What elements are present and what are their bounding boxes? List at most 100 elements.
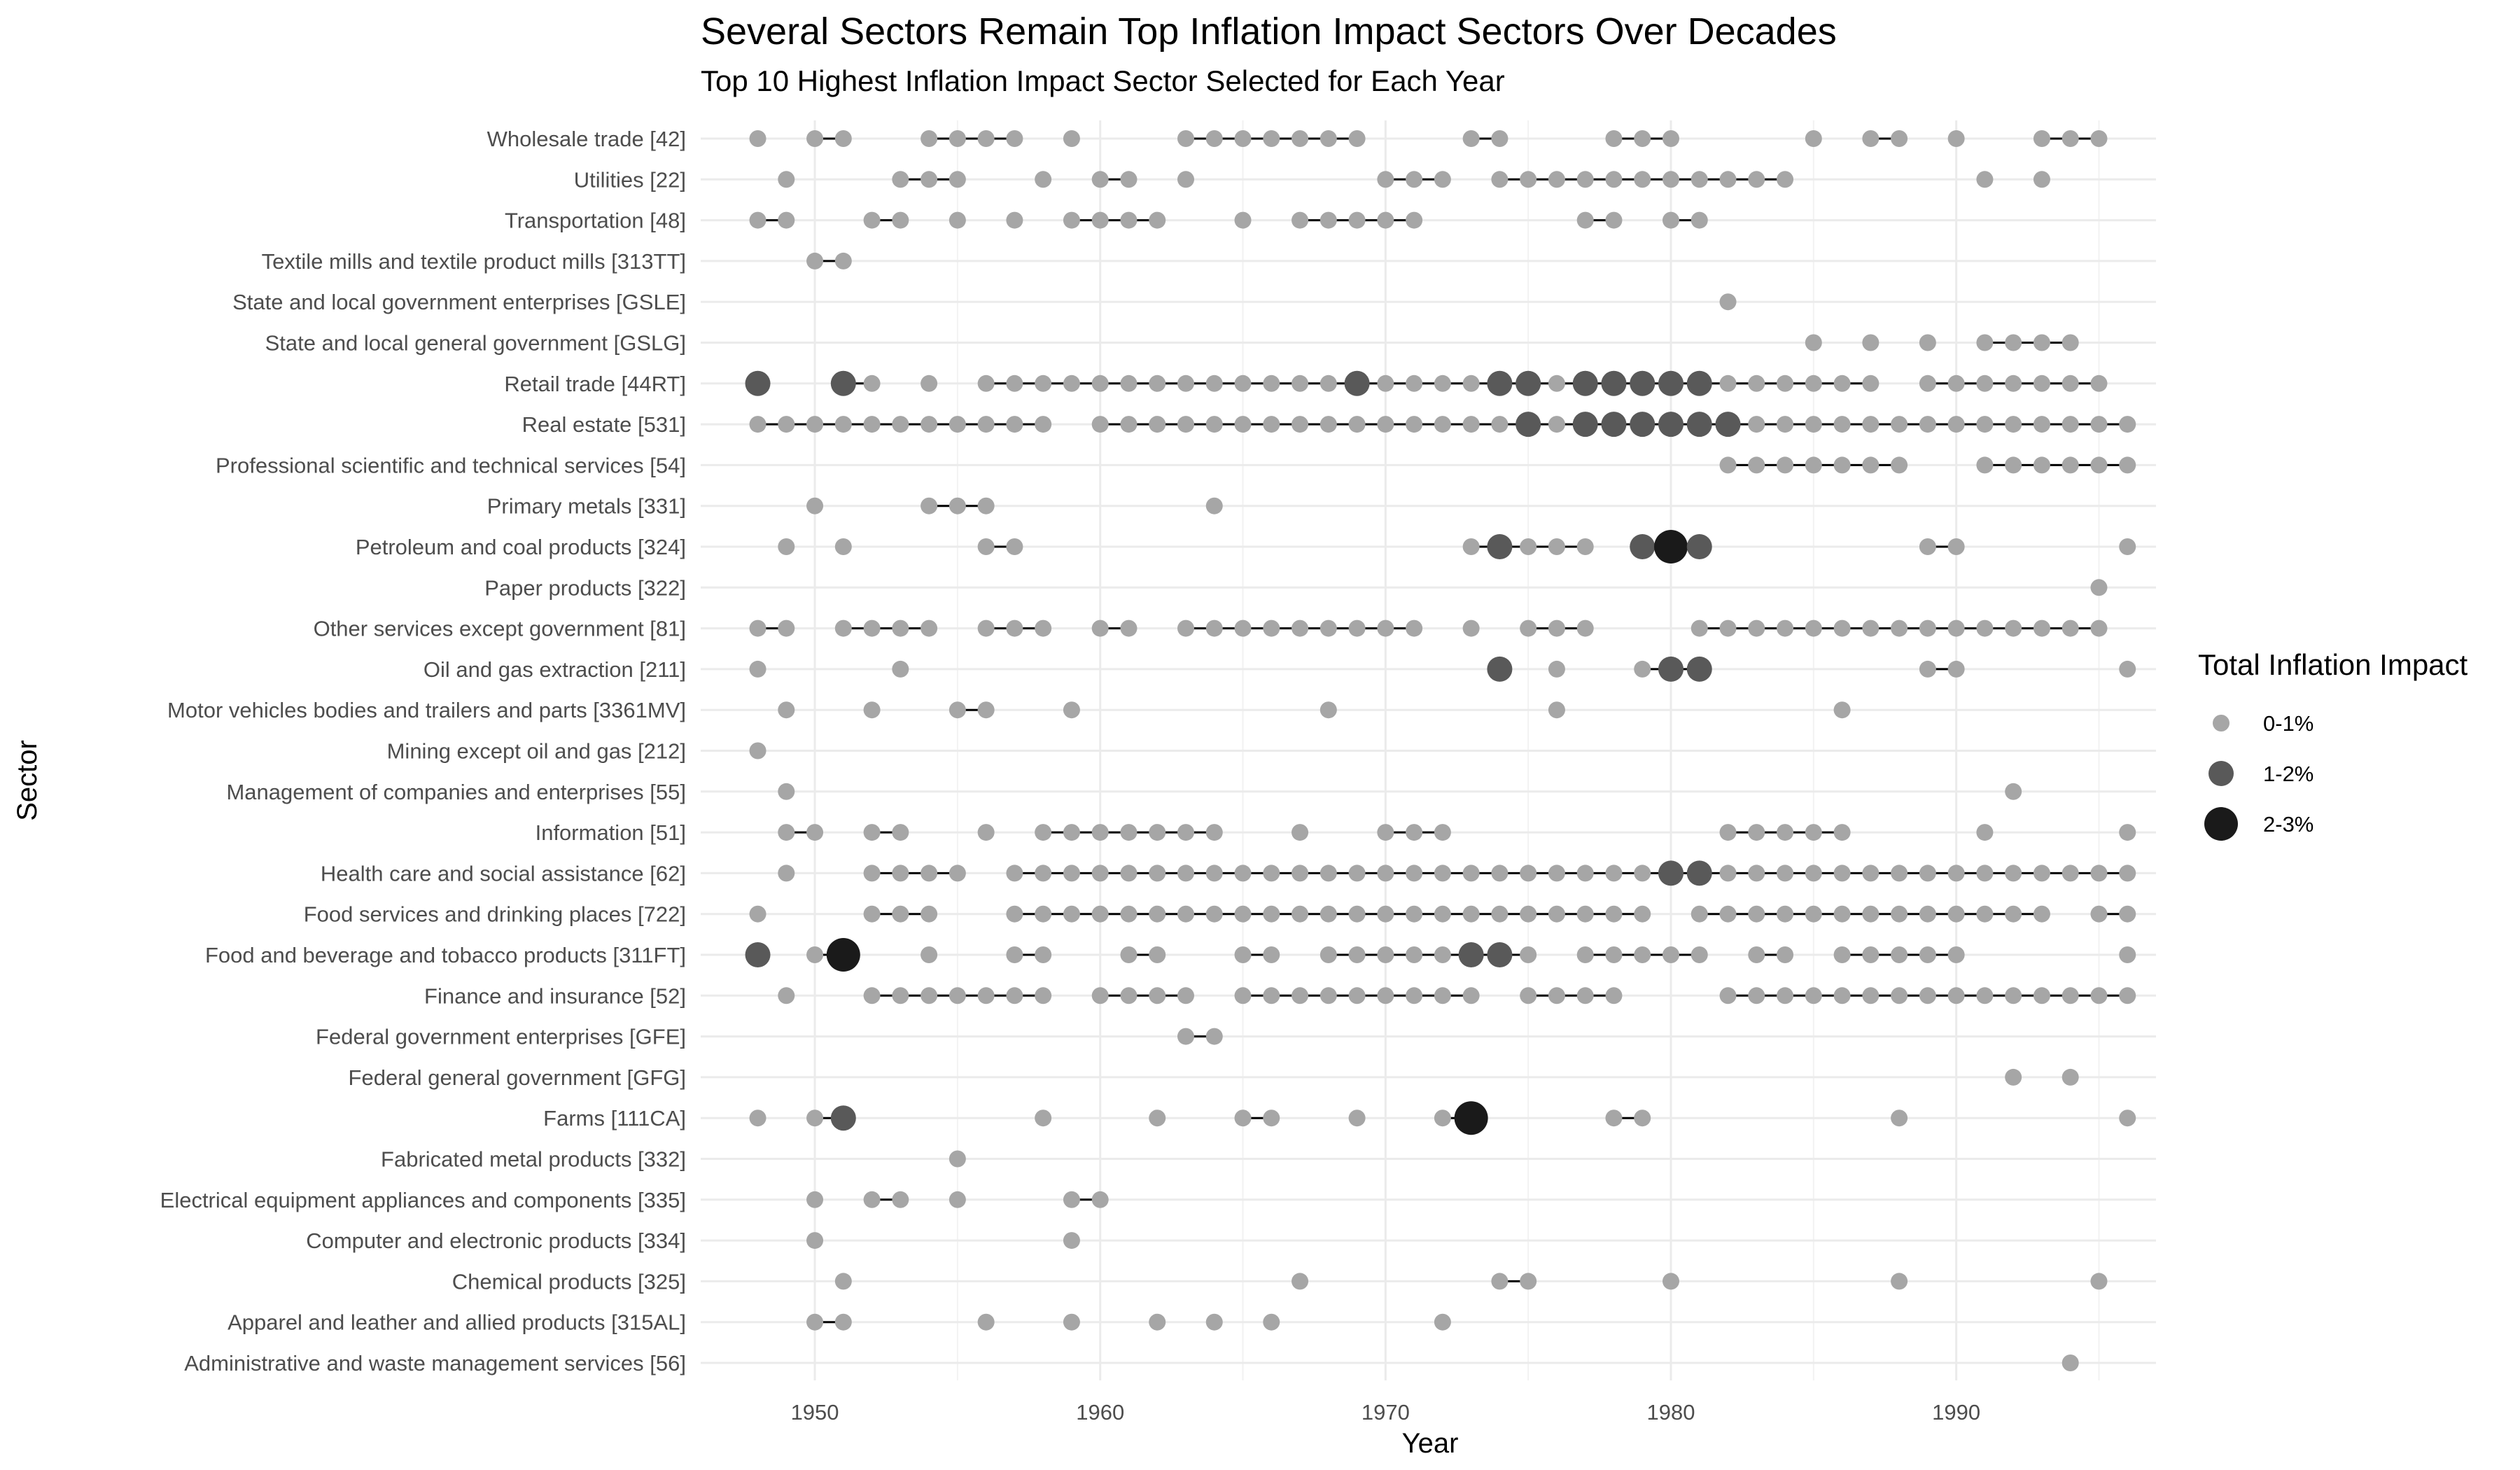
data-point	[1576, 538, 1594, 555]
data-point	[2033, 456, 2050, 474]
data-point	[1120, 946, 1138, 963]
data-point	[1263, 416, 1280, 433]
data-point	[1919, 538, 1936, 555]
data-point	[1091, 824, 1109, 841]
data-point	[1634, 946, 1651, 963]
data-point	[1748, 824, 1765, 841]
data-point	[1434, 905, 1451, 923]
data-point	[1377, 171, 1394, 188]
data-point	[1406, 905, 1423, 923]
legend: Total Inflation Impact 0-1% 1-2% 2-3%	[2198, 648, 2468, 841]
data-point	[1862, 987, 1879, 1004]
data-point	[1576, 987, 1594, 1004]
data-point	[1805, 334, 1822, 351]
data-point	[1947, 416, 1965, 433]
data-point	[778, 211, 795, 229]
data-point	[1320, 211, 1337, 229]
data-point	[1686, 860, 1712, 886]
data-point	[806, 824, 824, 841]
data-point	[1462, 864, 1480, 882]
data-point	[1205, 905, 1223, 923]
y-tick-label: Chemical products [325]	[452, 1269, 686, 1294]
data-point	[1434, 824, 1451, 841]
data-point	[1120, 416, 1138, 433]
y-tick-label: Motor vehicles bodies and trailers and p…	[167, 698, 686, 722]
data-point	[863, 824, 881, 841]
data-point	[1605, 171, 1623, 188]
data-point	[2062, 864, 2079, 882]
data-point	[1862, 416, 1879, 433]
y-tick-label: Retail trade [44RT]	[504, 372, 686, 396]
data-point	[1947, 905, 1965, 923]
y-tick-label: Transportation [48]	[505, 209, 686, 233]
data-point	[1462, 130, 1480, 147]
data-point	[1891, 1273, 1908, 1290]
data-point	[1149, 864, 1166, 882]
data-point	[1719, 905, 1737, 923]
data-point	[1234, 946, 1252, 963]
data-point	[778, 416, 795, 433]
y-tick-label: Fabricated metal products [332]	[381, 1147, 686, 1172]
data-point	[1462, 374, 1480, 392]
data-point	[1634, 660, 1651, 678]
data-point	[1234, 1110, 1252, 1127]
data-point	[1205, 620, 1223, 637]
data-point	[1891, 620, 1908, 637]
data-point	[977, 620, 995, 637]
data-point	[1177, 620, 1194, 637]
data-point	[1263, 374, 1280, 392]
data-point	[1634, 130, 1651, 147]
data-point	[2062, 456, 2079, 474]
data-point	[2090, 416, 2108, 433]
data-point	[1634, 864, 1651, 882]
data-point	[1686, 412, 1712, 438]
data-point	[1862, 334, 1879, 351]
data-point	[2033, 171, 2050, 188]
data-point	[892, 660, 909, 678]
chart-subtitle: Top 10 Highest Inflation Impact Sector S…	[701, 64, 1505, 97]
data-point	[2033, 334, 2050, 351]
data-point	[1377, 905, 1394, 923]
data-point	[834, 1273, 852, 1290]
data-point	[1891, 987, 1908, 1004]
data-point	[1406, 864, 1423, 882]
data-point	[892, 824, 909, 841]
data-point	[1630, 412, 1656, 438]
data-point	[1263, 1110, 1280, 1127]
data-point	[749, 620, 766, 637]
data-point	[2005, 456, 2022, 474]
y-tick-label: Utilities [22]	[574, 167, 686, 192]
data-point	[1919, 374, 1936, 392]
consecutive-year-links	[757, 137, 2128, 1324]
data-point	[1662, 1273, 1679, 1290]
data-point	[749, 660, 766, 678]
data-point	[1686, 534, 1712, 559]
chart-title: Several Sectors Remain Top Inflation Imp…	[701, 10, 1837, 52]
data-point	[920, 374, 938, 392]
data-point	[1263, 130, 1280, 147]
data-point	[1862, 946, 1879, 963]
y-tick-label: State and local government enterprises […	[232, 290, 686, 314]
data-point	[1149, 946, 1166, 963]
data-point	[1377, 374, 1394, 392]
data-point	[1234, 620, 1252, 637]
data-point	[2119, 987, 2136, 1004]
y-tick-label: Apparel and leather and allied products …	[227, 1310, 686, 1335]
data-point	[892, 416, 909, 433]
data-point	[1487, 534, 1513, 559]
y-tick-label: Farms [111CA]	[543, 1106, 686, 1130]
data-point	[1234, 374, 1252, 392]
x-tick-label: 1990	[1932, 1400, 1980, 1424]
data-point	[2033, 130, 2050, 147]
data-point	[1520, 864, 1537, 882]
y-axis-title: Sector	[12, 740, 43, 821]
data-point	[2033, 416, 2050, 433]
data-points	[745, 130, 2136, 1371]
data-point	[1548, 660, 1565, 678]
data-point	[2033, 864, 2050, 882]
data-point	[1548, 701, 1565, 719]
data-point	[1833, 456, 1851, 474]
data-point	[1862, 456, 1879, 474]
data-point	[2062, 374, 2079, 392]
data-point	[1833, 620, 1851, 637]
